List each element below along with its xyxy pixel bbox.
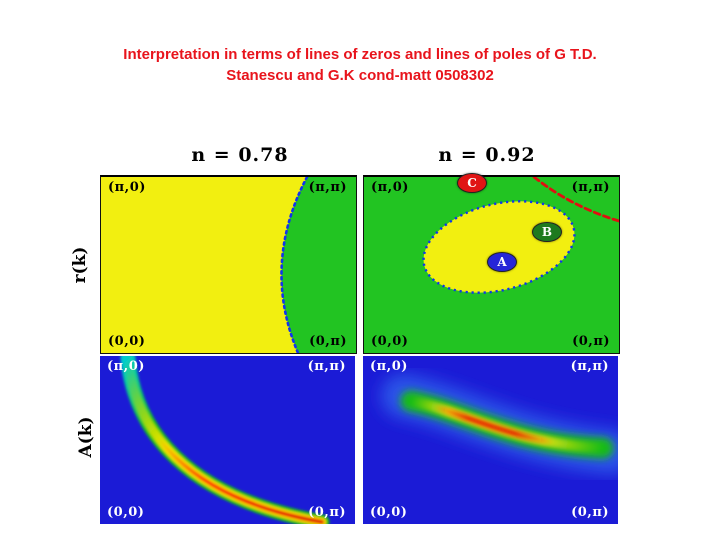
panel-ak-n092: (π,0) (π,π) (0,0) (0,π) bbox=[363, 356, 618, 524]
corner-label-pi0: (π,0) bbox=[370, 359, 408, 374]
corner-label-0pi: (0,π) bbox=[308, 505, 346, 520]
panel-rk-n078: (π,0) (π,π) (0,0) (0,π) bbox=[100, 175, 357, 354]
corner-label-0pi: (0,π) bbox=[572, 334, 610, 349]
row-label-rk: r(k) bbox=[70, 246, 90, 284]
corner-label-00: (0,0) bbox=[370, 505, 408, 520]
corner-label-pipi: (π,π) bbox=[307, 359, 346, 374]
column-header-n078: n = 0.78 bbox=[191, 144, 289, 166]
kpoint-marker-B: B bbox=[532, 222, 562, 242]
corner-label-pi0: (π,0) bbox=[371, 180, 409, 195]
line-of-poles bbox=[532, 177, 619, 223]
corner-label-pipi: (π,π) bbox=[308, 180, 347, 195]
column-header-n092: n = 0.92 bbox=[438, 144, 536, 166]
diffuse-arc bbox=[381, 374, 618, 474]
ak-n092-heatmap bbox=[363, 356, 618, 524]
row-label-ak: A(k) bbox=[76, 416, 96, 458]
corner-label-00: (0,0) bbox=[107, 505, 145, 520]
line-of-zeros bbox=[280, 177, 309, 353]
rk-n092-heatmap bbox=[364, 177, 619, 353]
corner-label-0pi: (0,π) bbox=[571, 505, 609, 520]
title-line-1: Interpretation in terms of lines of zero… bbox=[123, 46, 597, 63]
corner-label-pipi: (π,π) bbox=[571, 180, 610, 195]
corner-label-00: (0,0) bbox=[371, 334, 409, 349]
title-line-2: Stanescu and G.K cond-matt 0508302 bbox=[226, 67, 494, 84]
marker-label: B bbox=[541, 225, 553, 239]
corner-label-pi0: (π,0) bbox=[107, 359, 145, 374]
corner-label-pi0: (π,0) bbox=[108, 180, 146, 195]
corner-label-0pi: (0,π) bbox=[309, 334, 347, 349]
rk-n078-heatmap bbox=[101, 177, 356, 353]
marker-label: A bbox=[497, 255, 507, 269]
corner-label-pipi: (π,π) bbox=[570, 359, 609, 374]
ak-n078-heatmap bbox=[100, 356, 355, 524]
quasiparticle-arc bbox=[120, 356, 330, 524]
green-region bbox=[281, 177, 356, 353]
kpoint-marker-A: A bbox=[487, 252, 517, 272]
slide-title: Interpretation in terms of lines of zero… bbox=[60, 44, 660, 86]
marker-label: C bbox=[467, 176, 477, 190]
panel-rk-n092: A B C (π,0) (π,π) (0,0) (0,π) bbox=[363, 173, 620, 354]
panel-ak-n078: (π,0) (π,π) (0,0) (0,π) bbox=[100, 356, 355, 524]
corner-label-00: (0,0) bbox=[108, 334, 146, 349]
kpoint-marker-C: C bbox=[457, 173, 487, 193]
